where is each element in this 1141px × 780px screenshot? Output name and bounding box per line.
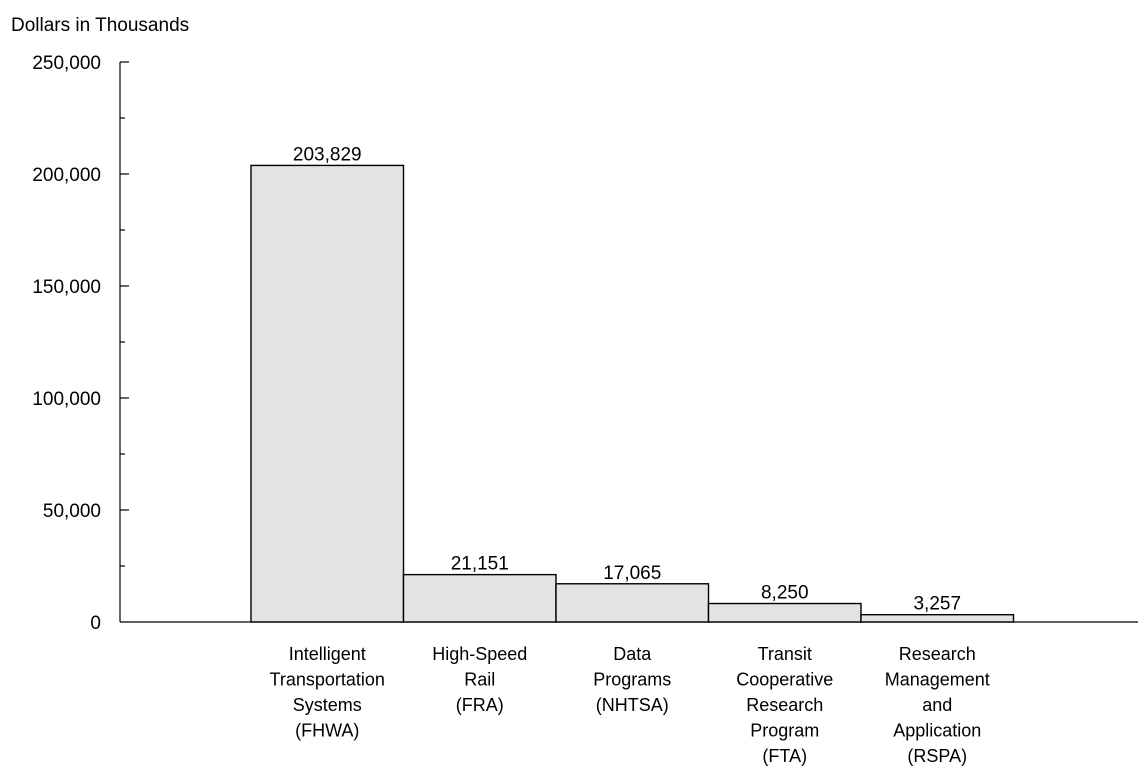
- bar-value-label: 8,250: [761, 583, 809, 604]
- category-label: Data Programs (NHTSA): [593, 644, 671, 715]
- category-label-line: (FHWA): [295, 721, 359, 741]
- bar: [707, 602, 862, 623]
- category-label-line: Rail: [464, 670, 495, 690]
- category-label-line: Transportation: [270, 670, 385, 690]
- y-axis: 0 50,000 100,000 150,000 200,000 250,000: [32, 53, 1138, 634]
- category-label-line: Program: [750, 721, 819, 741]
- category-label-line: (FRA): [456, 695, 504, 715]
- category-label-line: Research: [899, 644, 976, 664]
- y-tick-label: 100,000: [32, 389, 101, 410]
- category-label-line: (RSPA): [907, 746, 967, 766]
- category-label-line: High-Speed: [432, 644, 527, 664]
- y-tick-label: 50,000: [43, 501, 101, 522]
- bars: 203,829 21,151 17,065 8,250 3,257: [250, 144, 1015, 623]
- y-tick-label: 250,000: [32, 53, 101, 74]
- bar: [250, 164, 405, 623]
- bar-value-label: 203,829: [293, 144, 362, 165]
- category-label: Transit Cooperative Research Program (FTA): [736, 644, 833, 766]
- category-label-line: Systems: [293, 695, 362, 715]
- category-label: High-Speed Rail (FRA): [432, 644, 527, 715]
- category-label-line: Data: [613, 644, 652, 664]
- x-axis-labels: Intelligent Transportation Systems (FHWA) Hi…: [270, 644, 990, 766]
- bar: [860, 614, 1015, 623]
- category-label-line: (NHTSA): [596, 695, 669, 715]
- category-label-line: Research: [746, 695, 823, 715]
- bar: [555, 583, 710, 623]
- category-label-line: and: [922, 695, 952, 715]
- category-label-line: Application: [893, 721, 981, 741]
- bar: [402, 573, 557, 623]
- y-tick-label: 150,000: [32, 277, 101, 298]
- y-tick-label: 200,000: [32, 165, 101, 186]
- bar-value-label: 3,257: [913, 594, 961, 615]
- category-label-line: Management: [885, 670, 990, 690]
- category-label-line: Transit: [758, 644, 812, 664]
- bar-value-label: 17,065: [603, 563, 661, 584]
- category-label-line: (FTA): [762, 746, 807, 766]
- y-axis-label: Dollars in Thousands: [11, 15, 189, 36]
- category-label: Intelligent Transportation Systems (FHWA): [270, 644, 385, 741]
- category-label-line: Intelligent: [289, 644, 366, 664]
- category-label: Research Management and Application (RSPA): [885, 644, 990, 766]
- category-label-line: Cooperative: [736, 670, 833, 690]
- y-tick-label: 0: [90, 613, 101, 634]
- category-label-line: Programs: [593, 670, 671, 690]
- bar-value-label: 21,151: [451, 554, 509, 575]
